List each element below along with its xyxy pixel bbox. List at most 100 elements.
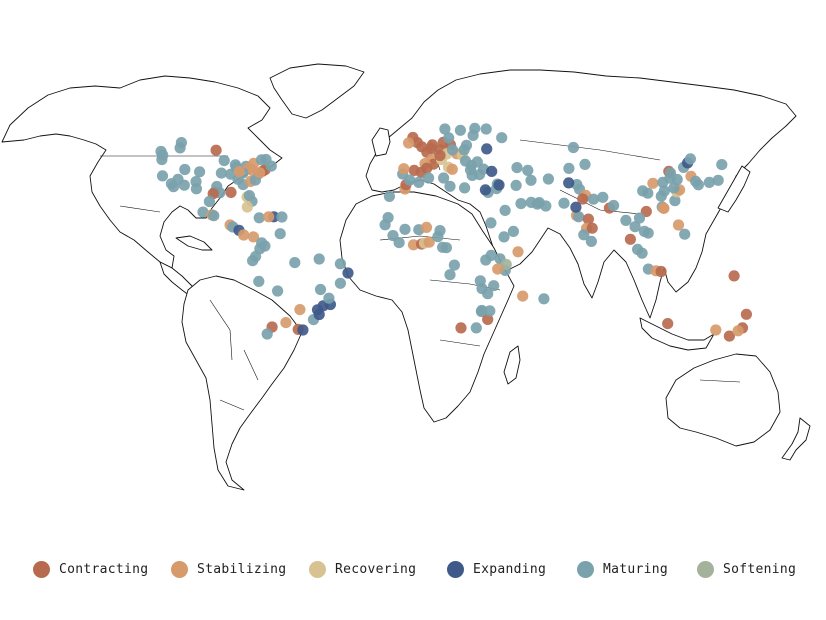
city-marker-expanding bbox=[481, 143, 493, 155]
city-marker-maturing bbox=[515, 198, 527, 210]
city-marker-maturing bbox=[538, 293, 550, 305]
legend-item-stabilizing: Stabilizing bbox=[171, 556, 286, 582]
legend-swatch-maturing bbox=[577, 560, 594, 578]
city-marker-maturing bbox=[470, 322, 482, 334]
city-marker-maturing bbox=[208, 210, 220, 222]
city-marker-contracting bbox=[455, 322, 467, 334]
city-marker-maturing bbox=[473, 169, 486, 181]
city-marker-stabilizing bbox=[407, 239, 420, 251]
city-marker-contracting bbox=[434, 149, 446, 162]
city-marker-stabilizing bbox=[732, 325, 744, 337]
city-marker-maturing bbox=[272, 285, 284, 297]
city-marker-maturing bbox=[498, 231, 510, 243]
city-marker-maturing bbox=[655, 190, 667, 202]
city-marker-contracting bbox=[582, 213, 595, 225]
city-marker-maturing bbox=[382, 212, 394, 224]
city-marker-maturing bbox=[638, 225, 651, 237]
africa-landmass bbox=[339, 191, 515, 423]
city-marker-maturing bbox=[668, 182, 680, 194]
city-marker-maturing bbox=[255, 154, 268, 166]
city-marker-maturing bbox=[464, 164, 477, 176]
city-marker-maturing bbox=[542, 173, 555, 185]
city-marker-maturing bbox=[323, 292, 335, 304]
legend-swatch-expanding bbox=[447, 560, 464, 578]
city-marker-stabilizing bbox=[657, 202, 670, 214]
city-marker-maturing bbox=[172, 173, 184, 185]
city-marker-stabilizing bbox=[420, 221, 433, 233]
city-marker-maturing bbox=[692, 179, 705, 191]
city-marker-maturing bbox=[404, 174, 416, 186]
city-marker-maturing bbox=[439, 123, 451, 135]
city-marker-maturing bbox=[636, 247, 648, 259]
city-marker-maturing bbox=[480, 123, 492, 135]
city-markers bbox=[155, 122, 753, 342]
city-marker-stabilizing bbox=[403, 137, 415, 149]
legend-item-maturing: Maturing bbox=[577, 556, 668, 582]
city-marker-maturing bbox=[563, 162, 575, 174]
city-marker-maturing bbox=[276, 211, 288, 223]
city-marker-maturing bbox=[558, 197, 570, 209]
city-marker-contracting bbox=[577, 193, 589, 205]
city-marker-maturing bbox=[437, 241, 449, 253]
britain-landmass bbox=[371, 127, 391, 157]
city-marker-stabilizing bbox=[263, 211, 275, 223]
city-marker-contracting bbox=[586, 222, 598, 234]
city-marker-contracting bbox=[624, 233, 637, 245]
city-marker-maturing bbox=[454, 124, 466, 136]
city-marker-contracting bbox=[740, 308, 753, 320]
city-marker-expanding bbox=[479, 184, 491, 196]
city-marker-maturing bbox=[190, 183, 202, 195]
city-marker-maturing bbox=[664, 167, 677, 179]
city-marker-maturing bbox=[476, 304, 488, 317]
city-marker-maturing bbox=[218, 155, 230, 167]
city-marker-stabilizing bbox=[254, 167, 266, 179]
legend-swatch-recovering bbox=[309, 560, 326, 578]
city-marker-maturing bbox=[496, 132, 508, 144]
city-marker-maturing bbox=[253, 212, 265, 224]
city-marker-maturing bbox=[597, 191, 609, 203]
city-marker-maturing bbox=[578, 229, 590, 241]
city-marker-stabilizing bbox=[647, 177, 659, 189]
legend-item-contracting: Contracting bbox=[33, 556, 148, 582]
city-marker-maturing bbox=[413, 176, 425, 188]
city-marker-maturing bbox=[608, 199, 620, 212]
city-marker-maturing bbox=[633, 212, 646, 224]
city-marker-maturing bbox=[482, 288, 494, 300]
city-marker-maturing bbox=[250, 250, 262, 262]
city-marker-maturing bbox=[197, 206, 209, 218]
city-marker-contracting bbox=[662, 318, 674, 330]
city-marker-maturing bbox=[274, 228, 286, 240]
city-marker-maturing bbox=[253, 275, 265, 287]
legend-label-recovering: Recovering bbox=[335, 561, 417, 577]
city-marker-maturing bbox=[567, 141, 580, 154]
city-marker-maturing bbox=[629, 221, 641, 233]
city-marker-maturing bbox=[203, 195, 215, 208]
city-marker-softening bbox=[500, 258, 512, 271]
city-marker-maturing bbox=[399, 223, 411, 235]
legend-label-contracting: Contracting bbox=[59, 561, 149, 577]
city-marker-maturing bbox=[467, 129, 479, 141]
city-marker-maturing bbox=[314, 283, 327, 296]
city-marker-maturing bbox=[474, 275, 486, 287]
city-marker-maturing bbox=[642, 187, 654, 199]
greenland-landmass bbox=[269, 63, 365, 119]
legend-swatch-contracting bbox=[33, 560, 50, 578]
city-marker-maturing bbox=[243, 190, 255, 202]
city-marker-stabilizing bbox=[294, 304, 306, 316]
city-marker-recovering bbox=[241, 201, 253, 213]
city-marker-stabilizing bbox=[423, 236, 435, 248]
city-marker-stabilizing bbox=[512, 246, 524, 258]
city-marker-maturing bbox=[444, 180, 456, 192]
city-marker-stabilizing bbox=[446, 163, 458, 175]
city-marker-maturing bbox=[289, 257, 301, 269]
city-marker-stabilizing bbox=[398, 163, 410, 175]
city-marker-expanding bbox=[493, 179, 505, 191]
city-marker-expanding bbox=[563, 177, 575, 189]
madagascar-landmass bbox=[503, 345, 521, 385]
city-marker-maturing bbox=[434, 225, 446, 237]
city-marker-stabilizing bbox=[233, 166, 245, 178]
city-marker-expanding bbox=[486, 165, 498, 177]
landmasses bbox=[1, 63, 811, 491]
city-marker-maturing bbox=[393, 237, 405, 249]
